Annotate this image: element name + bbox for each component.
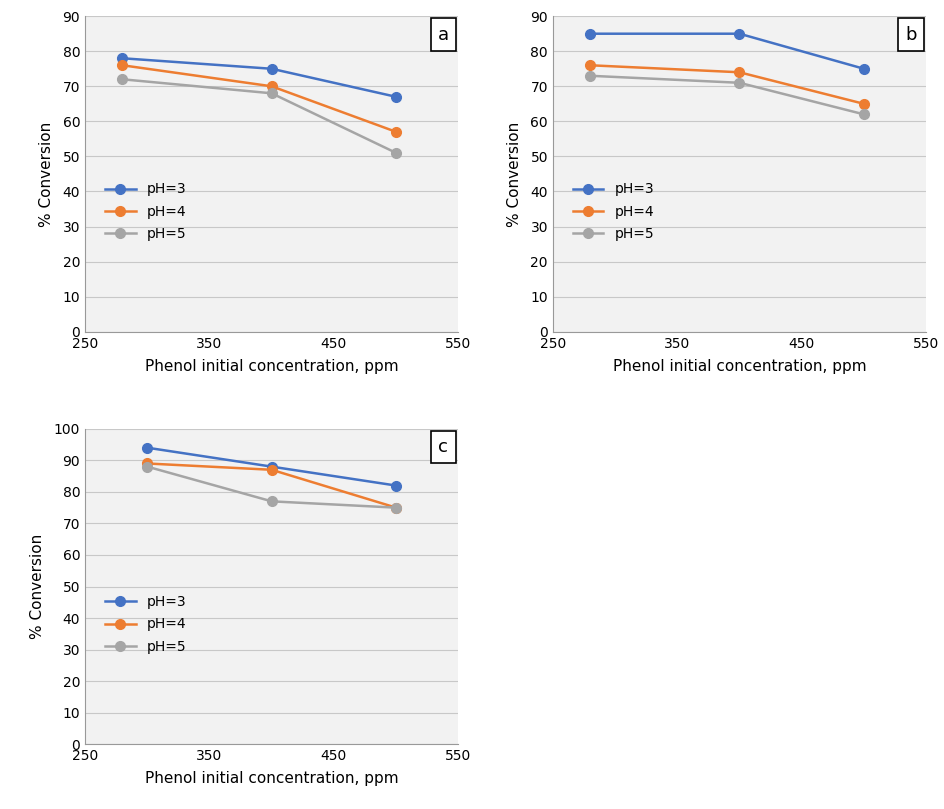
Y-axis label: % Conversion: % Conversion (40, 121, 54, 227)
pH=4 (857, 99, 868, 108)
pH=5 (857, 109, 868, 119)
pH=5 (583, 71, 595, 81)
Line: pH=3: pH=3 (584, 29, 868, 74)
pH=3 (583, 29, 595, 39)
pH=5 (390, 148, 401, 158)
pH=5 (266, 88, 278, 98)
pH=4 (117, 61, 128, 70)
pH=5 (266, 497, 278, 506)
Line: pH=3: pH=3 (143, 443, 400, 490)
Line: pH=4: pH=4 (584, 61, 868, 108)
pH=4 (733, 67, 744, 77)
pH=5 (733, 78, 744, 87)
Line: pH=5: pH=5 (584, 71, 868, 119)
pH=4 (390, 127, 401, 137)
Line: pH=5: pH=5 (117, 74, 400, 158)
pH=4 (266, 82, 278, 91)
Text: b: b (904, 26, 916, 44)
Line: pH=4: pH=4 (117, 61, 400, 137)
Y-axis label: % Conversion: % Conversion (30, 534, 45, 639)
pH=4 (266, 465, 278, 475)
X-axis label: Phenol initial concentration, ppm: Phenol initial concentration, ppm (144, 359, 398, 374)
pH=3 (266, 64, 278, 74)
pH=3 (733, 29, 744, 39)
pH=5 (390, 503, 401, 513)
pH=4 (390, 503, 401, 513)
Text: a: a (437, 26, 448, 44)
Legend: pH=3, pH=4, pH=5: pH=3, pH=4, pH=5 (566, 177, 659, 247)
Line: pH=3: pH=3 (117, 53, 400, 102)
X-axis label: Phenol initial concentration, ppm: Phenol initial concentration, ppm (144, 772, 398, 786)
Line: pH=5: pH=5 (143, 462, 400, 513)
pH=3 (390, 92, 401, 102)
pH=5 (142, 462, 153, 472)
pH=4 (142, 459, 153, 468)
Legend: pH=3, pH=4, pH=5: pH=3, pH=4, pH=5 (99, 177, 192, 247)
Y-axis label: % Conversion: % Conversion (507, 121, 521, 227)
pH=3 (142, 443, 153, 452)
X-axis label: Phenol initial concentration, ppm: Phenol initial concentration, ppm (612, 359, 866, 374)
pH=3 (266, 462, 278, 472)
Legend: pH=3, pH=4, pH=5: pH=3, pH=4, pH=5 (99, 590, 192, 659)
pH=3 (390, 481, 401, 490)
pH=3 (857, 64, 868, 74)
Text: c: c (438, 438, 447, 456)
pH=3 (117, 53, 128, 63)
pH=4 (583, 61, 595, 70)
Line: pH=4: pH=4 (143, 459, 400, 513)
pH=5 (117, 74, 128, 84)
